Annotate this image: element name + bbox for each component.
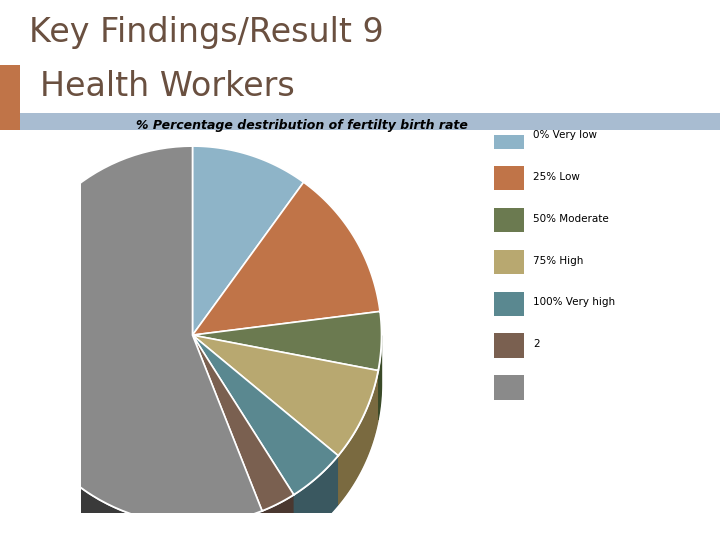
Polygon shape (192, 146, 304, 335)
Polygon shape (192, 335, 338, 495)
Polygon shape (192, 182, 380, 335)
Polygon shape (192, 182, 380, 335)
Polygon shape (192, 312, 382, 370)
Text: % Percentage destribution of fertilty birth rate: % Percentage destribution of fertilty bi… (137, 119, 468, 132)
Text: 75% High: 75% High (534, 255, 584, 266)
Bar (494, 375, 524, 400)
Text: Key Findings/Result 9: Key Findings/Result 9 (29, 16, 384, 49)
Text: 25% Low: 25% Low (534, 172, 580, 182)
Polygon shape (192, 335, 378, 456)
Polygon shape (262, 495, 294, 540)
Text: 50% Moderate: 50% Moderate (534, 214, 609, 224)
Polygon shape (192, 312, 382, 370)
Polygon shape (378, 338, 382, 420)
Polygon shape (4, 342, 262, 540)
Polygon shape (192, 146, 304, 335)
Text: 0% Very low: 0% Very low (534, 130, 598, 140)
Text: 2: 2 (534, 339, 540, 349)
Text: 100% Very high: 100% Very high (534, 298, 616, 307)
Bar (494, 208, 524, 232)
Polygon shape (294, 456, 338, 540)
Polygon shape (4, 341, 262, 540)
Polygon shape (192, 335, 294, 511)
Bar (494, 249, 524, 274)
Polygon shape (338, 370, 378, 504)
Polygon shape (262, 495, 294, 540)
Bar (494, 292, 524, 316)
Bar (494, 124, 524, 148)
Polygon shape (294, 456, 338, 540)
Polygon shape (192, 335, 378, 456)
Text: Health Workers: Health Workers (40, 70, 294, 103)
Polygon shape (4, 146, 262, 524)
Bar (494, 166, 524, 191)
Polygon shape (192, 335, 338, 495)
Bar (494, 333, 524, 357)
Polygon shape (378, 335, 382, 420)
Polygon shape (192, 335, 294, 511)
Polygon shape (4, 146, 262, 524)
Polygon shape (338, 370, 378, 504)
